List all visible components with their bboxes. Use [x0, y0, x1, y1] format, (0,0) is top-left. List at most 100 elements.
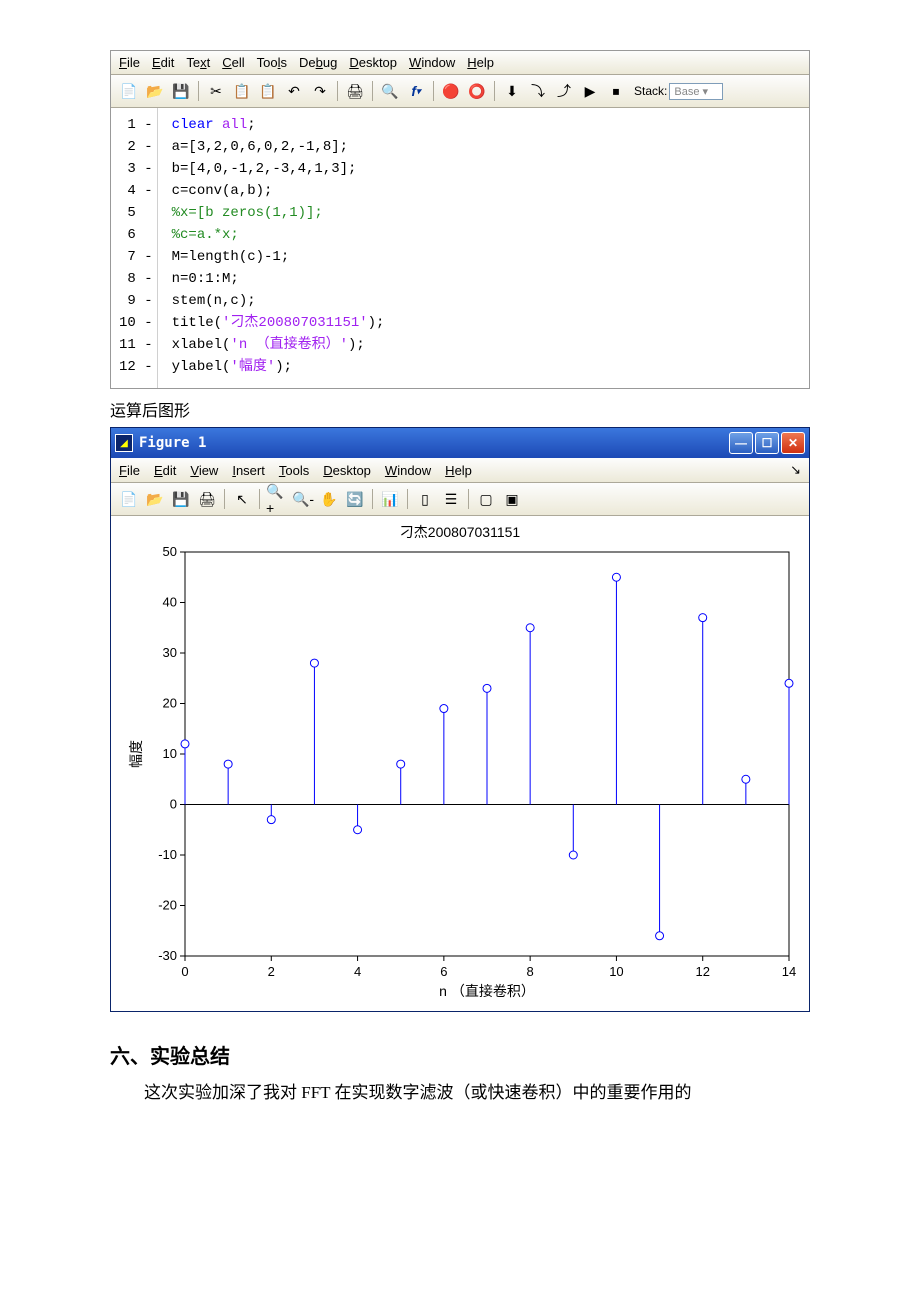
zoom-in-icon[interactable]: 🔍+ — [265, 487, 289, 511]
print-icon[interactable]: 🖨 — [343, 79, 367, 103]
open-icon[interactable]: 📂 — [143, 79, 167, 103]
function-icon[interactable]: f▾ — [404, 79, 428, 103]
svg-text:4: 4 — [354, 964, 361, 979]
print-fig-icon[interactable]: 🖨 — [195, 487, 219, 511]
code-area[interactable]: 1 - 2 - 3 - 4 - 5 6 7 - 8 - 9 -10 -11 -1… — [111, 108, 809, 388]
svg-text:-10: -10 — [158, 847, 177, 862]
save-icon[interactable]: 💾 — [169, 79, 193, 103]
minimize-button[interactable]: — — [729, 432, 753, 454]
hide-tools-icon[interactable]: ▢ — [474, 487, 498, 511]
code-line[interactable]: n=0:1:M; — [172, 268, 799, 290]
menu-file[interactable]: File — [119, 55, 140, 70]
pan-icon[interactable]: ✋ — [317, 487, 341, 511]
code-line[interactable]: a=[3,2,0,6,0,2,-1,8]; — [172, 136, 799, 158]
figure-toolbar: 📄 📂 💾 🖨 ↖ 🔍+ 🔍- ✋ 🔄 📊 ▯ ☰ ▢ ▣ — [111, 483, 809, 516]
line-number: 5 — [119, 202, 153, 224]
find-icon[interactable]: 🔍 — [378, 79, 402, 103]
code-line[interactable]: ylabel('幅度'); — [172, 356, 799, 378]
code-line[interactable]: title('刁杰200807031151'); — [172, 312, 799, 334]
menu-insert[interactable]: Insert — [232, 463, 265, 478]
svg-text:50: 50 — [163, 544, 177, 559]
continue-icon[interactable]: ▶ — [578, 79, 602, 103]
show-tools-icon[interactable]: ▣ — [500, 487, 524, 511]
svg-text:40: 40 — [163, 595, 177, 610]
svg-text:n （直接卷积）: n （直接卷积） — [439, 983, 535, 999]
code-line[interactable]: c=conv(a,b); — [172, 180, 799, 202]
close-button[interactable]: ✕ — [781, 432, 805, 454]
code-line[interactable]: xlabel('n （直接卷积）'); — [172, 334, 799, 356]
new-icon[interactable]: 📄 — [117, 79, 141, 103]
menu-window[interactable]: Window — [409, 55, 455, 70]
menu-desktop[interactable]: Desktop — [349, 55, 397, 70]
dock-icon[interactable]: ↘ — [790, 462, 801, 478]
open-fig-icon[interactable]: 📂 — [143, 487, 167, 511]
menu-file[interactable]: File — [119, 463, 140, 478]
menu-help[interactable]: Help — [445, 463, 472, 478]
svg-text:30: 30 — [163, 645, 177, 660]
menu-debug[interactable]: Debug — [299, 55, 337, 70]
svg-text:12: 12 — [695, 964, 709, 979]
menu-tools[interactable]: Tools — [257, 55, 287, 70]
separator — [372, 81, 373, 101]
maximize-button[interactable]: ☐ — [755, 432, 779, 454]
svg-text:10: 10 — [609, 964, 623, 979]
editor-toolbar: 📄 📂 💾 ✂ 📋 📋 ↶ ↷ 🖨 🔍 f▾ 🔴 ⭕ ⬇ ⤵ ⤴ ▶ ⏹ Sta… — [111, 75, 809, 108]
code-line[interactable]: stem(n,c); — [172, 290, 799, 312]
cut-icon[interactable]: ✂ — [204, 79, 228, 103]
separator — [337, 81, 338, 101]
code-line[interactable]: M=length(c)-1; — [172, 246, 799, 268]
separator — [494, 81, 495, 101]
step-icon[interactable]: ⬇ — [500, 79, 524, 103]
section-heading: 六、实验总结 — [110, 1040, 810, 1069]
code-line[interactable]: %c=a.*x; — [172, 224, 799, 246]
separator — [198, 81, 199, 101]
paste-icon[interactable]: 📋 — [256, 79, 280, 103]
code-text[interactable]: clear all;a=[3,2,0,6,0,2,-1,8];b=[4,0,-1… — [158, 108, 809, 388]
plot-area: 刁杰200807031151 -30-20-100102030405002468… — [111, 516, 809, 1011]
separator — [372, 489, 373, 509]
pointer-icon[interactable]: ↖ — [230, 487, 254, 511]
save-fig-icon[interactable]: 💾 — [169, 487, 193, 511]
menu-edit[interactable]: Edit — [154, 463, 176, 478]
svg-text:-30: -30 — [158, 948, 177, 963]
menu-help[interactable]: Help — [467, 55, 494, 70]
separator — [259, 489, 260, 509]
menu-window[interactable]: Window — [385, 463, 431, 478]
svg-text:-20: -20 — [158, 898, 177, 913]
code-line[interactable]: %x=[b zeros(1,1)]; — [172, 202, 799, 224]
matlab-icon: ◢ — [115, 434, 133, 452]
stack-select[interactable]: Base ▾ — [669, 83, 723, 100]
svg-text:6: 6 — [440, 964, 447, 979]
menu-edit[interactable]: Edit — [152, 55, 174, 70]
code-line[interactable]: clear all; — [172, 114, 799, 136]
stem-chart: -30-20-100102030405002468101214n （直接卷积）幅… — [123, 544, 803, 1004]
exit-debug-icon[interactable]: ⏹ — [604, 79, 628, 103]
rotate-icon[interactable]: 🔄 — [343, 487, 367, 511]
step-out-icon[interactable]: ⤴ — [552, 79, 576, 103]
menu-view[interactable]: View — [190, 463, 218, 478]
colorbar-icon[interactable]: ▯ — [413, 487, 437, 511]
code-line[interactable]: b=[4,0,-1,2,-3,4,1,3]; — [172, 158, 799, 180]
breakpoint-set-icon[interactable]: 🔴 — [439, 79, 463, 103]
svg-text:2: 2 — [268, 964, 275, 979]
menu-text[interactable]: Text — [186, 55, 210, 70]
figure-menubar: File Edit View Insert Tools Desktop Window Help… — [111, 458, 809, 483]
line-number: 12 - — [119, 356, 153, 378]
step-in-icon[interactable]: ⤵ — [526, 79, 550, 103]
new-fig-icon[interactable]: 📄 — [117, 487, 141, 511]
menu-tools[interactable]: Tools — [279, 463, 309, 478]
redo-icon[interactable]: ↷ — [308, 79, 332, 103]
menu-desktop[interactable]: Desktop — [323, 463, 371, 478]
zoom-out-icon[interactable]: 🔍- — [291, 487, 315, 511]
line-number: 9 - — [119, 290, 153, 312]
window-title: Figure 1 — [139, 435, 729, 451]
separator — [433, 81, 434, 101]
legend-icon[interactable]: ☰ — [439, 487, 463, 511]
menu-cell[interactable]: Cell — [222, 55, 244, 70]
titlebar[interactable]: ◢ Figure 1 — ☐ ✕ — [111, 428, 809, 458]
line-number: 6 — [119, 224, 153, 246]
copy-icon[interactable]: 📋 — [230, 79, 254, 103]
undo-icon[interactable]: ↶ — [282, 79, 306, 103]
breakpoint-clear-icon[interactable]: ⭕ — [465, 79, 489, 103]
datacursor-icon[interactable]: 📊 — [378, 487, 402, 511]
